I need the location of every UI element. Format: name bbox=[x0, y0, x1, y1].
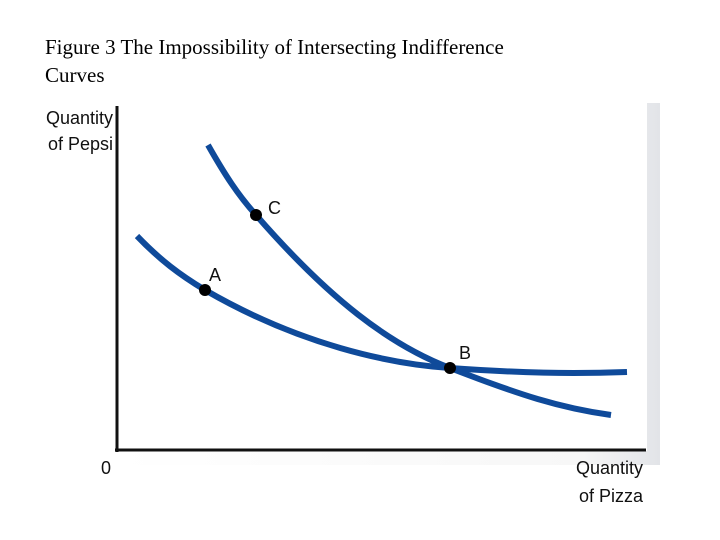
title-line: Curves bbox=[45, 63, 105, 87]
plot-area bbox=[117, 103, 647, 451]
point-label: C bbox=[268, 198, 281, 218]
x-axis-label: of Pizza bbox=[579, 486, 644, 506]
point-label: A bbox=[209, 265, 221, 285]
point bbox=[199, 284, 211, 296]
origin-label: 0 bbox=[101, 458, 111, 478]
y-axis-label: of Pepsi bbox=[48, 134, 113, 154]
point-label: B bbox=[459, 343, 471, 363]
title-line: Figure 3 The Impossibility of Intersecti… bbox=[45, 35, 504, 59]
indifference-curve bbox=[134, 233, 628, 376]
point bbox=[250, 209, 262, 221]
point bbox=[444, 362, 456, 374]
y-axis-label: Quantity bbox=[46, 108, 113, 128]
x-axis-label: Quantity bbox=[576, 458, 643, 478]
indifference-curve bbox=[205, 143, 612, 418]
